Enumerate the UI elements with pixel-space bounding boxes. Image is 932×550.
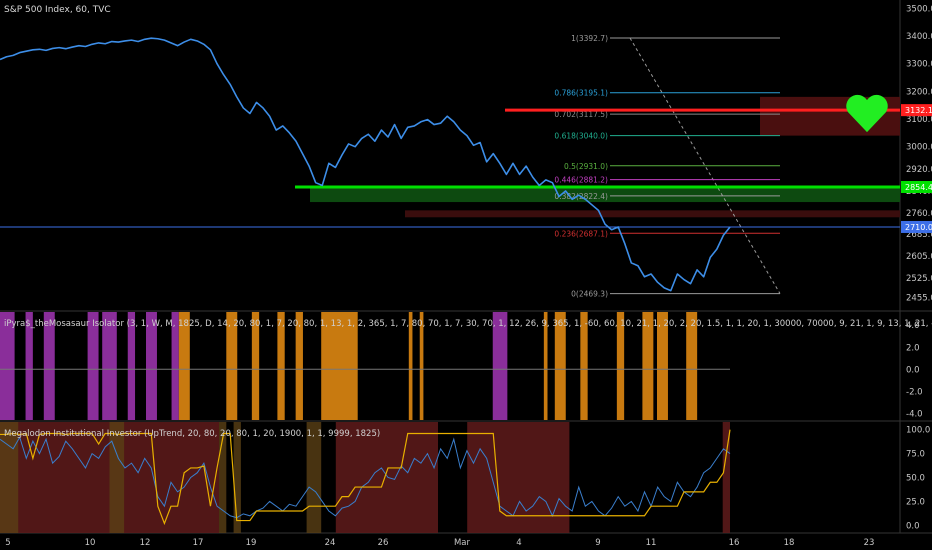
fib-level-label: 0.702(3117.5) [554,110,608,119]
price-axis-tick: 3100.0 [906,115,932,125]
isolator-band [492,312,508,420]
time-axis-tick: Mar [454,538,471,548]
isolator-band [295,312,303,420]
price-tag [901,180,932,193]
megalodon-title: Megalodon Institutional Investor (UpTren… [4,429,380,439]
isolator-band [43,312,55,420]
isolator-band [102,312,117,420]
price-axis-tick: 3400.0 [906,32,932,42]
isolator-axis-tick: 4.0 [906,321,920,331]
time-axis-tick: 12 [140,538,151,548]
fib-level-label: 0.786(3195.1) [554,89,608,98]
time-axis-tick: 19 [246,538,257,548]
megalodon-zone [722,422,730,533]
isolator-band [178,312,190,420]
megalodon-zone [335,422,438,533]
time-axis-tick: 17 [193,538,204,548]
fib-level-label: 1(3392.7) [571,34,608,43]
time-axis-tick: 18 [784,538,795,548]
price-tag-label: 3132.1 [905,106,932,115]
chart-title: S&P 500 Index, 60, TVC [4,5,111,15]
isolator-band [171,312,179,420]
isolator-band [554,312,566,420]
megalodon-trend-line [0,429,731,526]
time-axis-tick: 9 [595,538,600,548]
fib-level-label: 0.236(2687.1) [554,229,608,238]
time-axis-tick: 23 [864,538,875,548]
fib-level-label: 0(2469.3) [571,290,608,299]
price-axis-tick: 3500.0 [906,4,932,14]
isolator-band [543,312,548,420]
isolator-band [321,312,358,420]
secondary-resistance-zone [405,210,900,218]
fib-trend-line [629,37,781,294]
time-axis-tick: 10 [85,538,96,548]
isolator-axis-tick: 2.0 [906,343,920,353]
price-axis-tick: 2760.0 [906,209,932,219]
isolator-band [580,312,588,420]
price-axis-tick: 2525.0 [906,274,932,284]
isolator-band [0,312,15,420]
megalodon-axis-tick: 0.0 [906,521,920,531]
fib-level-label: 0.618(3040.0) [554,132,608,141]
isolator-band [87,312,99,420]
megalodon-axis-tick: 25.0 [906,497,925,507]
isolator-band [146,312,157,420]
price-axis-tick: 2920.0 [906,165,932,175]
price-axis-tick: 3300.0 [906,60,932,70]
price-tag [901,220,932,233]
heart-icon [846,94,888,133]
price-axis-tick: 2455.0 [906,294,932,304]
megalodon-axis-tick: 75.0 [906,450,925,460]
megalodon-zone-alt [109,422,125,533]
megalodon-zone-alt [0,422,19,533]
support-zone [310,186,900,203]
isolator-band [226,312,238,420]
isolator-band [251,312,260,420]
megalodon-zone-alt [306,422,322,533]
price-axis-tick: 2605.0 [906,252,932,262]
fib-level-label: 0.446(2881.2) [554,176,608,185]
isolator-band [642,312,654,420]
price-axis-tick: 3200.0 [906,87,932,97]
megalodon-osc-line [0,436,731,519]
time-axis-tick: 16 [729,538,740,548]
isolator-band [25,312,33,420]
isolator-axis-tick: -4.0 [906,409,923,419]
price-axis-tick: 3000.0 [906,143,932,153]
isolator-band [277,312,285,420]
isolator-axis-tick: -2.0 [906,387,923,397]
isolator-axis-tick: 0.0 [906,365,920,375]
isolator-band [616,312,625,420]
megalodon-axis-tick: 100.0 [906,426,930,436]
megalodon-zone-alt [233,422,241,533]
megalodon-axis-tick: 50.0 [906,474,925,484]
megalodon-zone-alt [219,422,227,533]
time-axis-tick: 11 [646,538,657,548]
time-axis-tick: 4 [516,538,521,548]
isolator-band [408,312,413,420]
time-axis-tick: 5 [5,538,10,548]
price-tag-label: 2854.4 [905,183,932,192]
isolator-title: iPyra$_theMosasaur Isolator (3, 1, W, M,… [4,319,932,329]
isolator-band [686,312,698,420]
time-axis-tick: 26 [378,538,389,548]
price-axis-tick: 2685.0 [906,230,932,240]
isolator-band [419,312,424,420]
isolator-band [657,312,668,420]
isolator-band [127,312,136,420]
fib-level-label: 0.5(2931.0) [564,162,608,171]
price-tag [901,104,932,117]
price-series-line [0,37,731,292]
time-axis-tick: 24 [325,538,336,548]
price-tag-label: 2710.0 [905,223,932,232]
